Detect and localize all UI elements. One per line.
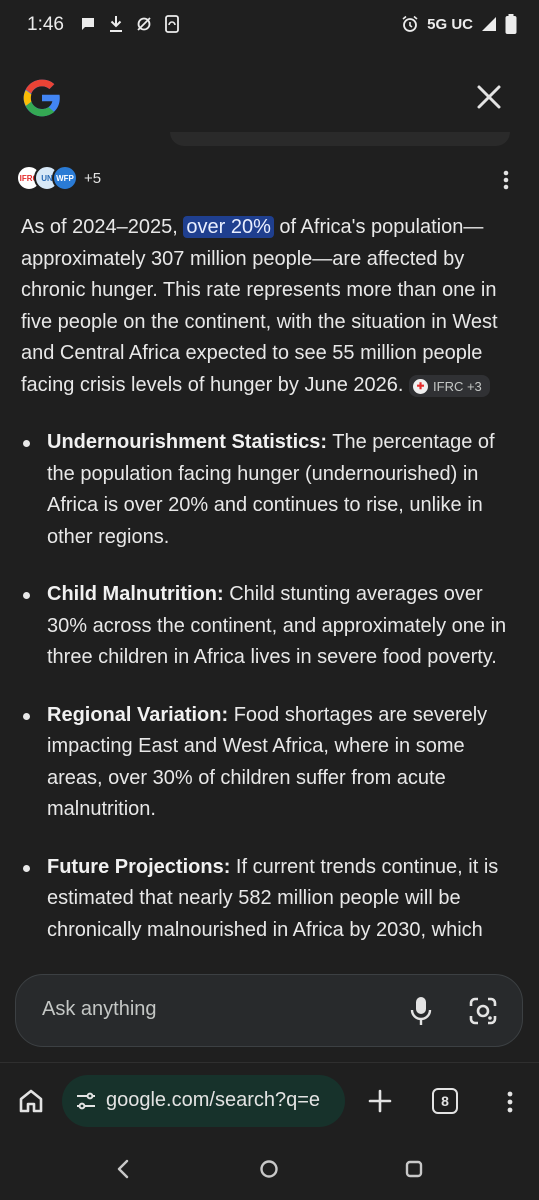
google-lens-icon[interactable] xyxy=(468,996,498,1026)
citation-label: IFRC +3 xyxy=(433,378,482,394)
status-bar: 1:46 5G UC xyxy=(0,0,539,52)
phone-sync-icon xyxy=(165,15,179,33)
new-tab-icon[interactable] xyxy=(366,1087,394,1115)
home-icon[interactable] xyxy=(17,1087,45,1115)
ai-answer: As of 2024–2025, over 20% of Africa's po… xyxy=(21,212,519,958)
url-text[interactable]: google.com/search?q=e xyxy=(106,1089,321,1111)
ask-input-placeholder[interactable]: Ask anything xyxy=(42,998,157,1020)
signal-icon xyxy=(482,17,496,31)
browser-menu-icon[interactable] xyxy=(500,1089,520,1115)
list-item: Undernourishment Statistics: The percent… xyxy=(21,427,519,553)
battery-icon xyxy=(505,14,517,34)
notification-icons xyxy=(80,15,180,33)
intro-text-start: As of 2024–2025, xyxy=(21,216,184,238)
highlighted-phrase[interactable]: over 20% xyxy=(183,216,274,238)
bullet-text: The percentage of the population facing … xyxy=(47,431,495,548)
back-icon[interactable] xyxy=(113,1158,133,1180)
source-chips[interactable]: IFRC UN WFP +5 xyxy=(16,164,101,192)
list-item: Child Malnutrition: Child stunting avera… xyxy=(21,579,519,674)
recent-apps-icon[interactable] xyxy=(405,1160,423,1178)
microphone-icon[interactable] xyxy=(408,995,434,1027)
search-header xyxy=(0,52,539,147)
site-settings-icon[interactable] xyxy=(75,1090,97,1112)
bullet-text: If current trends continue, it is estima… xyxy=(47,855,499,941)
status-time: 1:46 xyxy=(27,14,64,35)
network-label: 5G UC xyxy=(427,15,473,33)
system-nav-bar xyxy=(0,1138,539,1200)
google-logo-icon[interactable] xyxy=(20,76,64,120)
more-sources-count[interactable]: +5 xyxy=(84,169,102,187)
intro-text-rest: of Africa's population—approximately 307… xyxy=(21,216,498,396)
download-icon xyxy=(110,16,122,32)
browser-toolbar: google.com/search?q=e 8 xyxy=(0,1063,539,1138)
sync-off-icon xyxy=(137,17,151,31)
bullet-text: Child stunting averages over 30% across … xyxy=(47,583,507,668)
source-wfp-icon[interactable]: WFP xyxy=(52,165,78,191)
bullet-text: Food shortages are severely impacting Ea… xyxy=(47,703,488,821)
divider xyxy=(0,1062,539,1063)
bullet-title: Child Malnutrition: xyxy=(47,583,224,605)
list-item: Regional Variation: Food shortages are s… xyxy=(21,700,519,826)
address-bar[interactable]: google.com/search?q=e xyxy=(62,1075,345,1127)
answer-intro: As of 2024–2025, over 20% of Africa's po… xyxy=(21,212,519,401)
chat-icon xyxy=(82,18,94,30)
list-item: Future Projections: If current trends co… xyxy=(21,852,519,947)
ifrc-cross-icon: ✚ xyxy=(413,378,429,394)
system-icons: 5G UC xyxy=(401,14,517,34)
query-card-edge xyxy=(170,132,510,146)
citation-chip[interactable]: ✚ IFRC +3 xyxy=(409,375,490,398)
more-options-icon[interactable] xyxy=(496,168,516,192)
alarm-icon xyxy=(402,15,418,32)
bullet-title: Regional Variation: xyxy=(47,703,229,726)
close-icon[interactable] xyxy=(472,80,506,114)
home-circle-icon[interactable] xyxy=(259,1159,279,1179)
bullet-title: Future Projections: xyxy=(47,855,231,878)
ask-input-bar[interactable]: Ask anything xyxy=(15,974,523,1047)
tab-switcher-button[interactable]: 8 xyxy=(432,1088,458,1114)
answer-bullet-list: Undernourishment Statistics: The percent… xyxy=(21,427,519,946)
bullet-title: Undernourishment Statistics: xyxy=(47,431,328,453)
